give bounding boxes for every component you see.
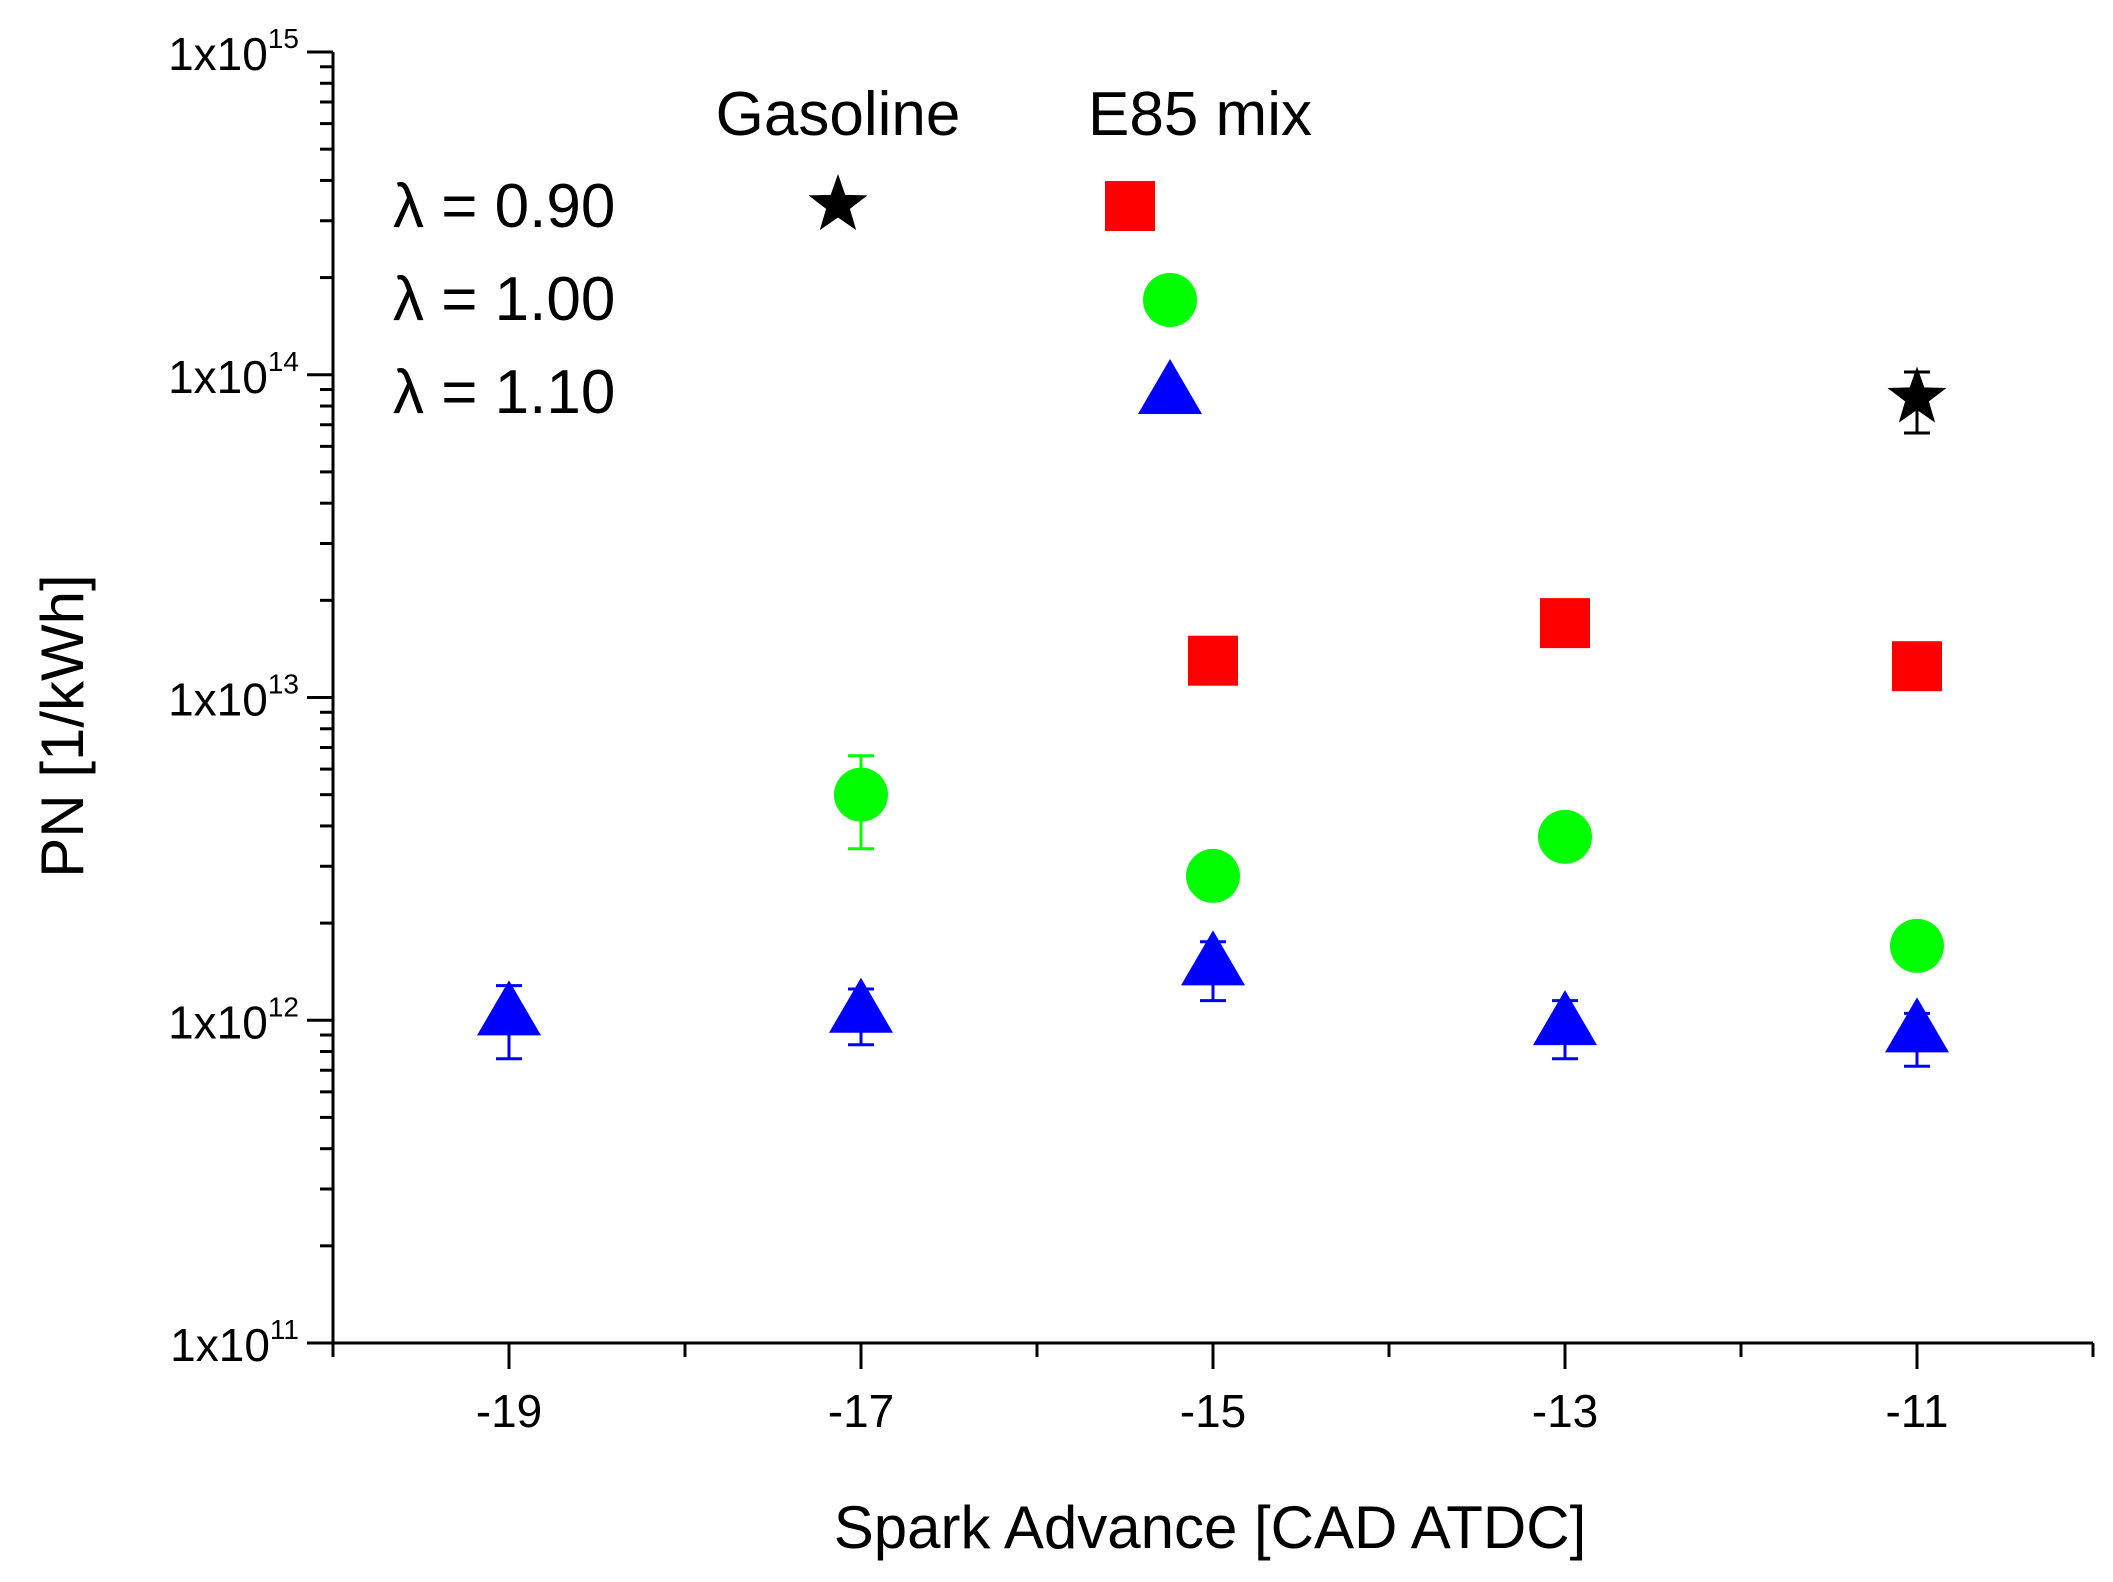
x-axis: -19 -17 -15 -13 -11 bbox=[331, 1343, 2095, 1437]
x-tick-label: -15 bbox=[1180, 1385, 1246, 1437]
y-tick-label: 1x1014 bbox=[168, 346, 299, 403]
data-point-circle bbox=[1186, 848, 1240, 903]
y-tick-label: 1x1015 bbox=[168, 23, 299, 80]
axes-frame bbox=[331, 52, 2093, 1345]
legend-marker-square bbox=[1105, 181, 1155, 231]
axis-lines bbox=[331, 52, 2093, 1345]
y-axis-title: PN [1/kWh] bbox=[29, 574, 96, 877]
x-tick-label: -11 bbox=[1885, 1385, 1948, 1437]
data-point-star bbox=[1887, 366, 1947, 423]
data-point-square bbox=[1540, 598, 1590, 649]
data-point-triangle bbox=[1885, 997, 1949, 1053]
legend-marker-circle bbox=[1143, 273, 1197, 327]
y-tick-label: 1x1013 bbox=[168, 669, 299, 726]
data-point-triangle bbox=[1533, 990, 1597, 1046]
data-point-triangle bbox=[1181, 930, 1245, 986]
legend-row-lambda-110: λ = 1.10 bbox=[393, 358, 615, 427]
legend-row-lambda-100: λ = 1.00 bbox=[393, 265, 615, 334]
legend-row-lambda-090: λ = 0.90 bbox=[393, 172, 615, 241]
data-point-circle bbox=[1890, 918, 1944, 973]
data-point-square bbox=[1188, 635, 1238, 686]
legend-header-gasoline: Gasoline bbox=[716, 80, 961, 149]
data-point-square bbox=[1892, 641, 1942, 692]
y-tick-label: 1x1011 bbox=[170, 1314, 299, 1371]
legend-marker-triangle bbox=[1138, 359, 1202, 414]
x-tick-label: -13 bbox=[1532, 1385, 1598, 1437]
data-point-circle bbox=[1538, 809, 1592, 864]
y-tick-label: 1x1012 bbox=[168, 991, 299, 1048]
x-tick-label: -19 bbox=[476, 1385, 542, 1437]
data-point-triangle bbox=[829, 977, 893, 1033]
legend-header-e85: E85 mix bbox=[1088, 80, 1312, 149]
data-points bbox=[477, 366, 1949, 1053]
x-axis-title: Spark Advance [CAD ATDC] bbox=[834, 1494, 1587, 1561]
y-axis: 1x1011 1x1012 1x1013 1x1014 1x1015 bbox=[168, 23, 333, 1371]
data-point-circle bbox=[834, 767, 888, 822]
legend: Gasoline E85 mix λ = 0.90 λ = 1.00 λ = 1… bbox=[393, 80, 1312, 427]
data-point-triangle bbox=[477, 980, 541, 1036]
legend-marker-star bbox=[808, 174, 868, 231]
x-tick-label: -17 bbox=[828, 1385, 894, 1437]
